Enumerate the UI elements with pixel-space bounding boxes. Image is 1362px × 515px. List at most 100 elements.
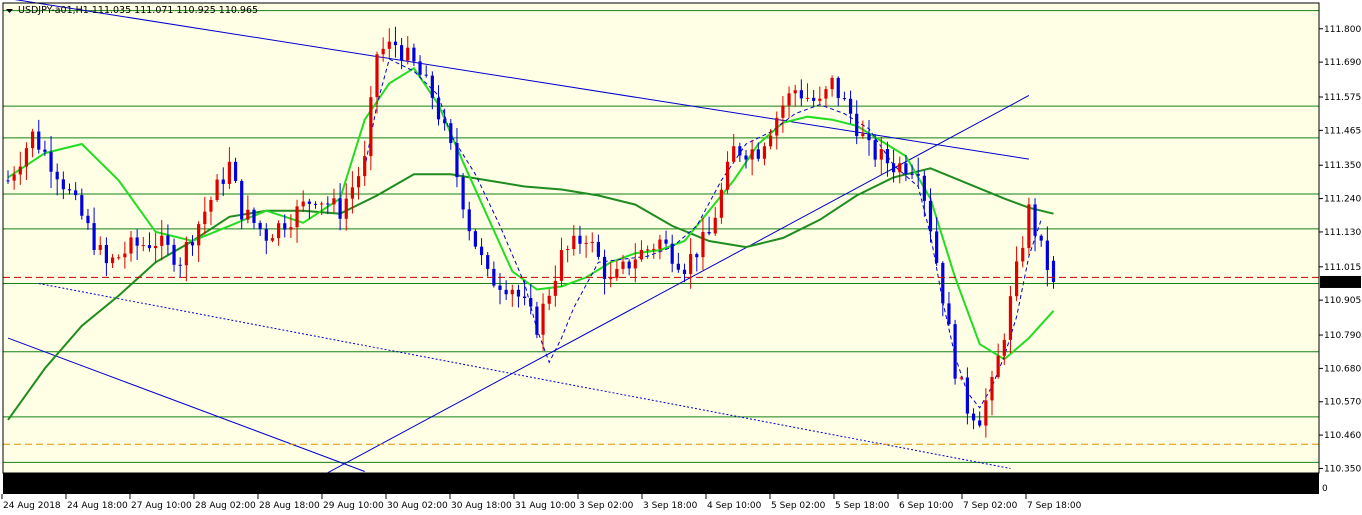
bull-candle — [344, 198, 348, 219]
bear-candle — [855, 113, 859, 137]
bull-candle — [719, 189, 723, 218]
bull-candle — [898, 163, 902, 173]
bear-candle — [873, 140, 877, 160]
bull-candle — [350, 187, 354, 199]
bear-candle — [892, 163, 896, 173]
horizontal-levels — [3, 10, 1319, 463]
bull-candle — [824, 89, 828, 99]
bear-candle — [516, 289, 521, 297]
bull-candle — [18, 166, 22, 175]
bear-candle — [74, 190, 78, 196]
bull-candle — [793, 90, 797, 94]
time-label-top: 18:00 — [1026, 480, 1052, 490]
bull-candle — [652, 248, 656, 250]
bull-candle — [209, 199, 213, 212]
bear-candle — [682, 269, 687, 275]
bear-candle — [240, 180, 244, 220]
price-tick-label: 110.905 — [1324, 296, 1361, 306]
bull-candle — [320, 203, 324, 205]
bull-candle — [289, 227, 293, 230]
bull-candle — [990, 377, 994, 401]
bear-candle — [627, 261, 631, 269]
bull-candle — [590, 241, 594, 243]
bear-candle — [283, 223, 287, 230]
time-label-top: 1 Sep 02:00 — [386, 480, 441, 490]
bull-candle — [646, 249, 650, 251]
time-axis: 26 Aug 2018 18:00 29 Aug 10:00 30 Aug 02:00… — [1, 480, 1082, 511]
plot-area[interactable] — [3, 3, 1319, 473]
bear-candle — [922, 175, 926, 201]
bear-candle — [602, 256, 607, 279]
bull-candle — [621, 261, 625, 269]
bear-candle — [842, 98, 846, 100]
bull-candle — [141, 245, 145, 247]
bear-candle — [307, 201, 311, 204]
time-label-top: 6 Sep 10:00 — [706, 480, 761, 490]
time-label-top: 18:00 — [643, 480, 669, 490]
bear-candle — [848, 98, 853, 114]
price-tick-label: 111.015 — [1324, 263, 1361, 273]
bear-candle — [6, 180, 10, 182]
bull-candle — [572, 235, 576, 250]
bear-candle — [400, 45, 404, 61]
bull-candle — [197, 224, 201, 246]
bear-candle — [744, 155, 748, 160]
time-label-bottom: 3 Sep 02:00 — [579, 501, 634, 511]
bull-candle — [387, 41, 391, 49]
bull-candle — [609, 278, 613, 280]
bear-candle — [135, 237, 139, 246]
price-axis: 111.800 111.690 111.575 111.465 111.350 111.2… — [1319, 25, 1361, 474]
bear-candle — [1051, 260, 1056, 282]
bull-candle — [356, 176, 361, 188]
bear-candle — [535, 306, 539, 335]
bull-candle — [301, 201, 305, 207]
time-label-bottom: 31 Aug 10:00 — [515, 501, 576, 511]
bull-candle — [1021, 247, 1025, 262]
time-label-bottom: 7 Sep 18:00 — [1027, 501, 1082, 511]
time-label-bottom: 24 Aug 2018 — [3, 501, 61, 511]
bull-candle — [689, 254, 693, 275]
bull-candle — [553, 280, 557, 296]
bear-candle — [707, 232, 711, 234]
bull-candle — [750, 149, 754, 160]
bear-candle — [947, 303, 951, 325]
bull-candle — [129, 237, 133, 254]
bull-candle — [541, 303, 545, 335]
bull-candle — [639, 249, 644, 260]
bear-candle — [1045, 240, 1049, 270]
bear-candle — [172, 244, 176, 265]
candles — [6, 26, 1056, 438]
bear-candle — [264, 229, 268, 241]
bear-candle — [867, 133, 871, 141]
trend-line — [14, 0, 1029, 160]
price-tick-label: 111.240 — [1324, 195, 1361, 205]
bull-candle — [996, 355, 1000, 378]
price-tick-label: 110.680 — [1324, 364, 1361, 374]
bull-candle — [787, 93, 791, 106]
bear-candle — [467, 209, 471, 232]
triangle-down-icon[interactable] — [6, 9, 13, 13]
time-label-top: 26 Aug 2018 — [3, 480, 61, 490]
bull-candle — [160, 235, 164, 246]
time-label-top: 18:00 — [450, 480, 476, 490]
bear-candle — [904, 163, 908, 174]
bull-candle — [270, 238, 275, 241]
time-label-bottom: 30 Aug 18:00 — [451, 501, 512, 511]
bear-candle — [67, 189, 72, 191]
bull-candle — [117, 257, 121, 259]
bull-candle — [110, 257, 115, 264]
bear-candle — [498, 285, 502, 290]
bear-candle — [443, 119, 447, 124]
bear-candle — [86, 215, 90, 224]
bear-candle — [436, 97, 441, 120]
bull-candle — [566, 249, 570, 251]
trend-line — [7, 337, 365, 472]
trend-lines — [7, 0, 1030, 474]
bear-candle — [529, 298, 533, 307]
time-label-top: 31 Aug 10:00 — [322, 480, 383, 490]
bear-candle — [486, 255, 490, 269]
price-tick-label: 110.570 — [1324, 398, 1361, 408]
bear-candle — [80, 195, 84, 216]
trend-line — [38, 282, 1011, 469]
